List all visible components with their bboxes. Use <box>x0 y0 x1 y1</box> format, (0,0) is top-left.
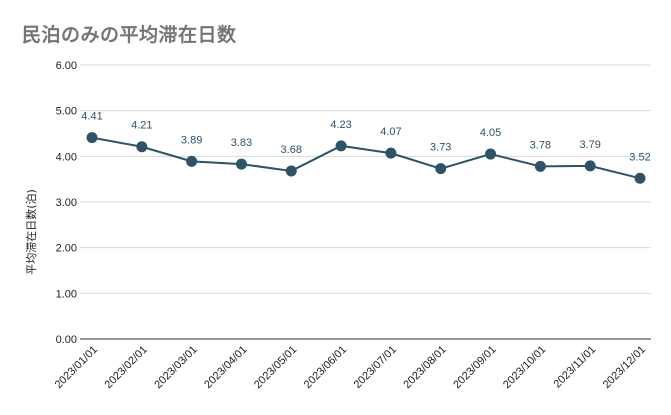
data-point <box>534 160 546 172</box>
grid-lines <box>80 64 651 340</box>
x-tick-label: 2023/08/01 <box>401 344 448 391</box>
y-tick-label: 6.00 <box>56 60 77 72</box>
data-label: 4.41 <box>81 111 102 123</box>
data-point <box>485 148 497 160</box>
data-point <box>235 158 247 170</box>
data-label: 4.05 <box>480 127 501 139</box>
series-line-path <box>91 136 641 180</box>
data-label: 4.07 <box>380 126 401 138</box>
x-tick-label: 2023/05/01 <box>252 344 299 391</box>
data-label: 3.83 <box>231 137 252 149</box>
x-tick-label: 2023/10/01 <box>501 344 548 391</box>
y-tick-label: 4.00 <box>56 151 77 163</box>
x-tick-label: 2023/07/01 <box>352 344 399 391</box>
data-label: 3.79 <box>579 139 600 151</box>
data-point <box>86 132 98 144</box>
data-label: 3.68 <box>281 144 302 156</box>
y-tick-label: 1.00 <box>56 288 77 300</box>
x-tick-label: 2023/01/01 <box>53 344 100 391</box>
x-tick-label: 2023/03/01 <box>152 344 199 391</box>
series-line <box>91 136 641 180</box>
x-tick-label: 2023/06/01 <box>302 344 349 391</box>
y-tick-label: 5.00 <box>56 106 77 118</box>
x-tick-label: 2023/02/01 <box>103 344 150 391</box>
data-point <box>285 165 297 177</box>
data-point <box>385 147 397 159</box>
x-tick-label: 2023/04/01 <box>202 344 249 391</box>
data-label: 3.52 <box>629 151 650 163</box>
y-axis-ticks: 0.00 1.00 2.00 3.00 4.00 5.00 6.00 <box>56 60 77 346</box>
x-axis-ticks: 2023/01/01 2023/02/01 2023/03/01 2023/04/01… <box>53 344 648 391</box>
data-label: 3.78 <box>530 139 551 151</box>
data-point <box>634 172 646 184</box>
data-point <box>136 141 148 153</box>
data-labels: 4.41 4.21 3.89 3.83 3.68 4.23 4.07 3.73 4.05 3.78… <box>81 111 650 164</box>
y-tick-label: 3.00 <box>56 197 77 209</box>
chart-title: 民泊のみの平均滞在日数 <box>22 24 237 46</box>
series-points <box>86 132 646 184</box>
data-point <box>435 163 447 175</box>
data-label: 4.23 <box>330 119 351 131</box>
y-tick-label: 0.00 <box>56 334 77 346</box>
y-axis-title: 平均滞在日数(泊) <box>25 189 38 275</box>
x-tick-label: 2023/11/01 <box>551 344 598 391</box>
data-point <box>584 160 596 172</box>
data-point <box>186 155 198 167</box>
data-label: 3.89 <box>181 134 202 146</box>
y-tick-label: 2.00 <box>56 243 77 255</box>
data-label: 3.73 <box>430 142 451 154</box>
x-tick-label: 2023/12/01 <box>601 344 648 391</box>
data-label: 4.21 <box>131 120 152 132</box>
x-tick-label: 2023/09/01 <box>451 344 498 391</box>
data-point <box>335 140 347 152</box>
